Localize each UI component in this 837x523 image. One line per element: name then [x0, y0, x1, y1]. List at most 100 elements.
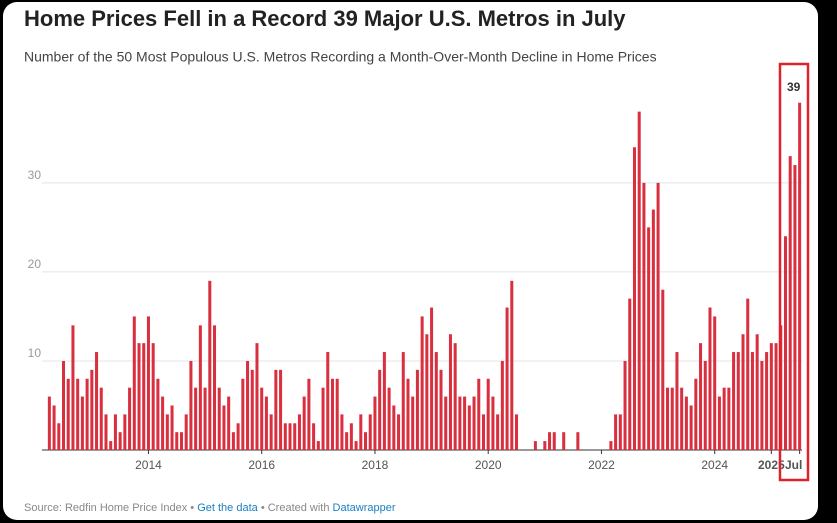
bar — [703, 360, 707, 450]
bar — [481, 414, 485, 450]
bar — [477, 378, 481, 450]
bar — [95, 352, 99, 450]
bar — [128, 387, 132, 450]
bar — [500, 360, 504, 450]
bar — [368, 414, 372, 450]
bar — [430, 307, 434, 450]
bar — [274, 369, 278, 450]
bar — [510, 280, 514, 450]
x-tick-label: 2014 — [135, 458, 162, 472]
bar — [453, 343, 457, 450]
bar — [246, 360, 250, 450]
bar — [208, 280, 212, 450]
bar — [448, 334, 452, 450]
bar — [161, 396, 165, 450]
highlight-box — [778, 62, 810, 482]
bar — [486, 378, 490, 450]
bar — [382, 352, 386, 450]
bar — [746, 298, 750, 450]
bar — [788, 156, 792, 450]
created: • Created with — [258, 502, 333, 514]
bar — [184, 414, 188, 450]
bar — [397, 414, 401, 450]
bar — [297, 414, 301, 450]
bar — [694, 378, 698, 450]
bar — [335, 378, 339, 450]
bar — [543, 441, 547, 450]
y-tick-label: 30 — [28, 168, 42, 182]
bar — [80, 396, 84, 450]
bar — [378, 369, 382, 450]
bar — [760, 360, 764, 450]
bar — [312, 423, 316, 450]
bar — [194, 387, 198, 450]
bar — [203, 387, 207, 450]
bar — [118, 432, 122, 450]
bar — [675, 352, 679, 450]
bar — [302, 396, 306, 450]
bar — [198, 325, 202, 450]
link[interactable]: Get the data — [197, 502, 258, 514]
bar — [444, 396, 448, 450]
bar — [689, 405, 693, 450]
bar — [699, 343, 703, 450]
bar — [241, 378, 245, 450]
bar — [156, 378, 160, 450]
bar — [345, 432, 349, 450]
bar — [401, 352, 405, 450]
x-tick-label: 2018 — [362, 458, 389, 472]
bar — [562, 432, 566, 450]
x-tick-label: Jul — [785, 458, 802, 472]
bar — [165, 414, 169, 450]
bar — [491, 396, 495, 450]
bar — [354, 441, 358, 450]
bar — [113, 414, 117, 450]
bar — [647, 227, 651, 450]
bar — [727, 387, 731, 450]
bar — [552, 432, 556, 450]
chart-title: Home Prices Fell in a Record 39 Major U.… — [24, 6, 626, 31]
bar — [373, 396, 377, 450]
bar — [90, 369, 94, 450]
bar — [85, 378, 89, 450]
bar — [250, 369, 254, 450]
footer: Source: Redfin Home Price Index • Get th… — [24, 502, 396, 514]
bar — [463, 396, 467, 450]
bar — [279, 369, 283, 450]
bar — [109, 441, 113, 450]
y-tick-label: 20 — [28, 257, 42, 271]
bar — [52, 405, 56, 450]
bar — [326, 352, 330, 450]
bar — [236, 423, 240, 450]
bar — [283, 423, 287, 450]
link[interactable]: Datawrapper — [333, 502, 396, 514]
source: Source: Redfin Home Price Index • — [24, 502, 197, 514]
bar — [458, 396, 462, 450]
bar — [708, 307, 712, 450]
bar — [505, 307, 509, 450]
bar — [713, 316, 717, 450]
bar — [515, 414, 519, 450]
bar — [47, 396, 51, 450]
y-tick-label: 10 — [28, 346, 42, 360]
bar — [680, 387, 684, 450]
bar — [765, 352, 769, 450]
bar — [651, 209, 655, 450]
bar — [307, 378, 311, 450]
card — [3, 2, 818, 520]
bar — [496, 414, 500, 450]
bar — [755, 334, 759, 450]
bar — [798, 102, 802, 450]
x-tick-label: 2024 — [701, 458, 728, 472]
bar — [359, 414, 363, 450]
bar — [99, 387, 103, 450]
bar — [642, 182, 646, 450]
bar — [750, 352, 754, 450]
bar — [231, 432, 235, 450]
bar — [632, 147, 636, 450]
bar — [614, 414, 618, 450]
x-tick-label: 2020 — [475, 458, 502, 472]
bar — [151, 343, 155, 450]
bar — [349, 423, 353, 450]
